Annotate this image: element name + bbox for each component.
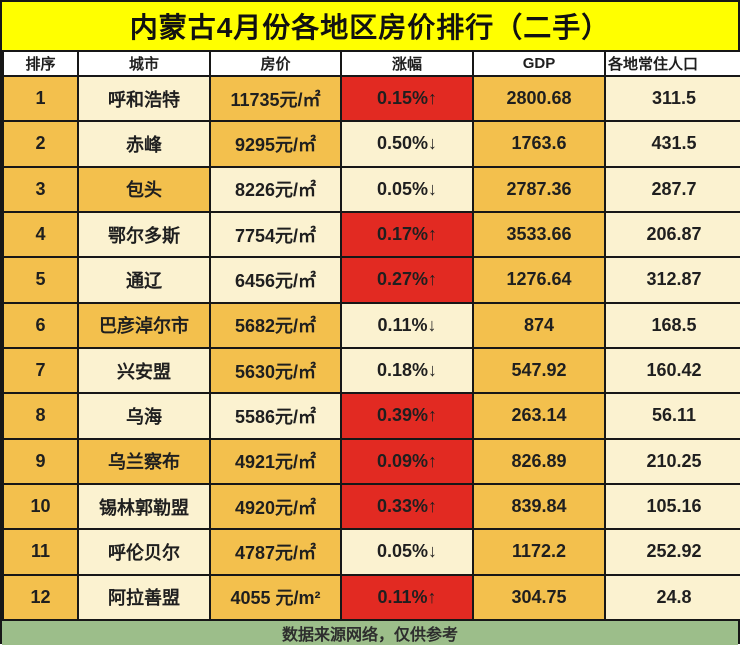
price-cell: 5682元/㎡ — [209, 301, 342, 349]
rank-cell: 10 — [2, 482, 79, 531]
rank-cell: 6 — [2, 301, 79, 349]
population-cell: 287.7 — [604, 165, 740, 213]
table-row: 8 乌海 5586元/㎡ 0.39%↑ 263.14 56.11 — [2, 392, 740, 440]
rank-cell: 1 — [2, 74, 79, 123]
change-cell: 0.27%↑ — [340, 256, 474, 304]
gdp-cell: 1276.64 — [472, 256, 606, 304]
table-row: 6 巴彦淖尔市 5682元/㎡ 0.11%↓ 874 168.5 — [2, 301, 740, 349]
page-title: 内蒙古4月份各地区房价排行（二手） — [2, 2, 738, 50]
population-cell: 312.87 — [604, 256, 740, 304]
table-row: 2 赤峰 9295元/㎡ 0.50%↓ 1763.6 431.5 — [2, 120, 740, 168]
price-cell: 4921元/㎡ — [209, 437, 342, 485]
rank-cell: 3 — [2, 165, 79, 213]
change-cell: 0.11%↑ — [340, 573, 474, 622]
house-price-table: 排序 城市 房价 涨幅 GDP 各地常住人口 1 呼和浩特 11735元/㎡ 0… — [2, 50, 740, 622]
gdp-cell: 2800.68 — [472, 74, 606, 123]
price-cell: 5586元/㎡ — [209, 392, 342, 440]
column-header-rank: 排序 — [2, 50, 79, 77]
change-cell: 0.39%↑ — [340, 392, 474, 440]
column-header-price: 房价 — [209, 50, 342, 77]
change-cell: 0.33%↑ — [340, 482, 474, 531]
city-cell: 乌兰察布 — [77, 437, 211, 485]
change-cell: 0.15%↑ — [340, 74, 474, 123]
city-cell: 包头 — [77, 165, 211, 213]
change-cell: 0.05%↓ — [340, 165, 474, 213]
rank-cell: 7 — [2, 346, 79, 395]
header-row: 排序 城市 房价 涨幅 GDP 各地常住人口 — [2, 50, 740, 77]
city-cell: 锡林郭勒盟 — [77, 482, 211, 531]
gdp-cell: 1763.6 — [472, 120, 606, 168]
rank-cell: 12 — [2, 573, 79, 622]
price-cell: 7754元/㎡ — [209, 210, 342, 259]
rank-cell: 4 — [2, 210, 79, 259]
price-cell: 5630元/㎡ — [209, 346, 342, 395]
table-row: 12 阿拉善盟 4055 元/m² 0.11%↑ 304.75 24.8 — [2, 573, 740, 622]
population-cell: 24.8 — [604, 573, 740, 622]
gdp-cell: 3533.66 — [472, 210, 606, 259]
table-row: 1 呼和浩特 11735元/㎡ 0.15%↑ 2800.68 311.5 — [2, 74, 740, 123]
rank-cell: 8 — [2, 392, 79, 440]
population-cell: 56.11 — [604, 392, 740, 440]
gdp-cell: 839.84 — [472, 482, 606, 531]
table-row: 4 鄂尔多斯 7754元/㎡ 0.17%↑ 3533.66 206.87 — [2, 210, 740, 259]
change-cell: 0.50%↓ — [340, 120, 474, 168]
city-cell: 赤峰 — [77, 120, 211, 168]
change-cell: 0.05%↓ — [340, 528, 474, 576]
rank-cell: 11 — [2, 528, 79, 576]
price-cell: 4787元/㎡ — [209, 528, 342, 576]
gdp-cell: 263.14 — [472, 392, 606, 440]
gdp-cell: 547.92 — [472, 346, 606, 395]
table-row: 11 呼伦贝尔 4787元/㎡ 0.05%↓ 1172.2 252.92 — [2, 528, 740, 576]
city-cell: 通辽 — [77, 256, 211, 304]
population-cell: 105.16 — [604, 482, 740, 531]
rank-cell: 2 — [2, 120, 79, 168]
table-row: 7 兴安盟 5630元/㎡ 0.18%↓ 547.92 160.42 — [2, 346, 740, 395]
population-cell: 252.92 — [604, 528, 740, 576]
change-cell: 0.18%↓ — [340, 346, 474, 395]
city-cell: 兴安盟 — [77, 346, 211, 395]
column-header-change: 涨幅 — [340, 50, 474, 77]
population-cell: 160.42 — [604, 346, 740, 395]
price-cell: 6456元/㎡ — [209, 256, 342, 304]
change-cell: 0.17%↑ — [340, 210, 474, 259]
change-cell: 0.09%↑ — [340, 437, 474, 485]
price-cell: 11735元/㎡ — [209, 74, 342, 123]
city-cell: 乌海 — [77, 392, 211, 440]
table-row: 9 乌兰察布 4921元/㎡ 0.09%↑ 826.89 210.25 — [2, 437, 740, 485]
population-cell: 168.5 — [604, 301, 740, 349]
gdp-cell: 826.89 — [472, 437, 606, 485]
city-cell: 呼伦贝尔 — [77, 528, 211, 576]
gdp-cell: 1172.2 — [472, 528, 606, 576]
gdp-cell: 304.75 — [472, 573, 606, 622]
table-row: 3 包头 8226元/㎡ 0.05%↓ 2787.36 287.7 — [2, 165, 740, 213]
table-row: 5 通辽 6456元/㎡ 0.27%↑ 1276.64 312.87 — [2, 256, 740, 304]
city-cell: 阿拉善盟 — [77, 573, 211, 622]
city-cell: 鄂尔多斯 — [77, 210, 211, 259]
rank-cell: 5 — [2, 256, 79, 304]
rank-cell: 9 — [2, 437, 79, 485]
table-row: 10 锡林郭勒盟 4920元/㎡ 0.33%↑ 839.84 105.16 — [2, 482, 740, 531]
gdp-cell: 2787.36 — [472, 165, 606, 213]
price-cell: 4055 元/m² — [209, 573, 342, 622]
population-cell: 311.5 — [604, 74, 740, 123]
city-cell: 呼和浩特 — [77, 74, 211, 123]
column-header-gdp: GDP — [472, 50, 606, 77]
population-cell: 431.5 — [604, 120, 740, 168]
population-cell: 210.25 — [604, 437, 740, 485]
population-cell: 206.87 — [604, 210, 740, 259]
data-source-note: 数据来源网络，仅供参考 — [2, 621, 738, 645]
price-cell: 8226元/㎡ — [209, 165, 342, 213]
price-cell: 9295元/㎡ — [209, 120, 342, 168]
column-header-population: 各地常住人口 — [604, 50, 740, 77]
column-header-city: 城市 — [77, 50, 211, 77]
gdp-cell: 874 — [472, 301, 606, 349]
change-cell: 0.11%↓ — [340, 301, 474, 349]
price-cell: 4920元/㎡ — [209, 482, 342, 531]
city-cell: 巴彦淖尔市 — [77, 301, 211, 349]
